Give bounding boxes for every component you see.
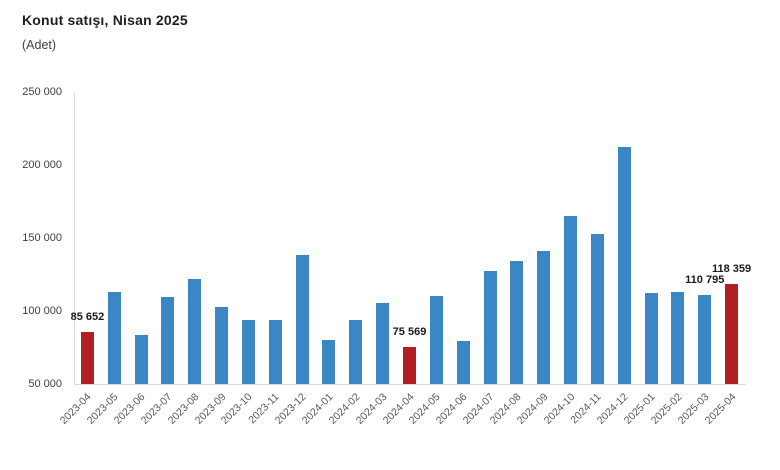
bar — [322, 339, 336, 384]
bar-highlighted — [403, 346, 416, 384]
bar — [295, 254, 309, 384]
bar-highlighted — [80, 331, 94, 384]
bar — [188, 278, 202, 384]
bar — [161, 297, 175, 384]
y-tick-label: 250 000 — [22, 86, 62, 98]
bar-value-label: 85 652 — [70, 310, 105, 323]
bar — [456, 341, 470, 384]
bar — [698, 295, 712, 384]
bar — [268, 320, 282, 384]
chart-title: Konut satışı, Nisan 2025 — [22, 12, 188, 28]
bar-value-label: 110 795 — [685, 274, 725, 287]
bar-highlighted — [725, 284, 739, 384]
bar — [349, 319, 363, 384]
bar — [671, 292, 685, 384]
y-tick-label: 50 000 — [28, 378, 62, 390]
chart-subtitle: (Adet) — [22, 38, 57, 52]
bar — [429, 295, 443, 384]
bar — [564, 215, 578, 384]
y-tick-label: 100 000 — [22, 305, 62, 317]
bar — [644, 293, 658, 384]
bar — [510, 261, 524, 384]
bar — [241, 320, 255, 384]
y-tick-label: 200 000 — [22, 159, 62, 171]
bar — [215, 307, 229, 384]
bar — [537, 251, 551, 384]
bar — [107, 291, 121, 384]
bar — [590, 233, 604, 384]
bar — [376, 303, 390, 384]
y-tick-label: 150 000 — [22, 232, 62, 244]
bar-value-label: 118 359 — [712, 263, 752, 276]
bar — [483, 271, 497, 384]
plot-area — [74, 92, 746, 385]
bar — [617, 146, 631, 384]
bar — [134, 334, 148, 384]
bar-value-label: 75 569 — [392, 325, 427, 338]
